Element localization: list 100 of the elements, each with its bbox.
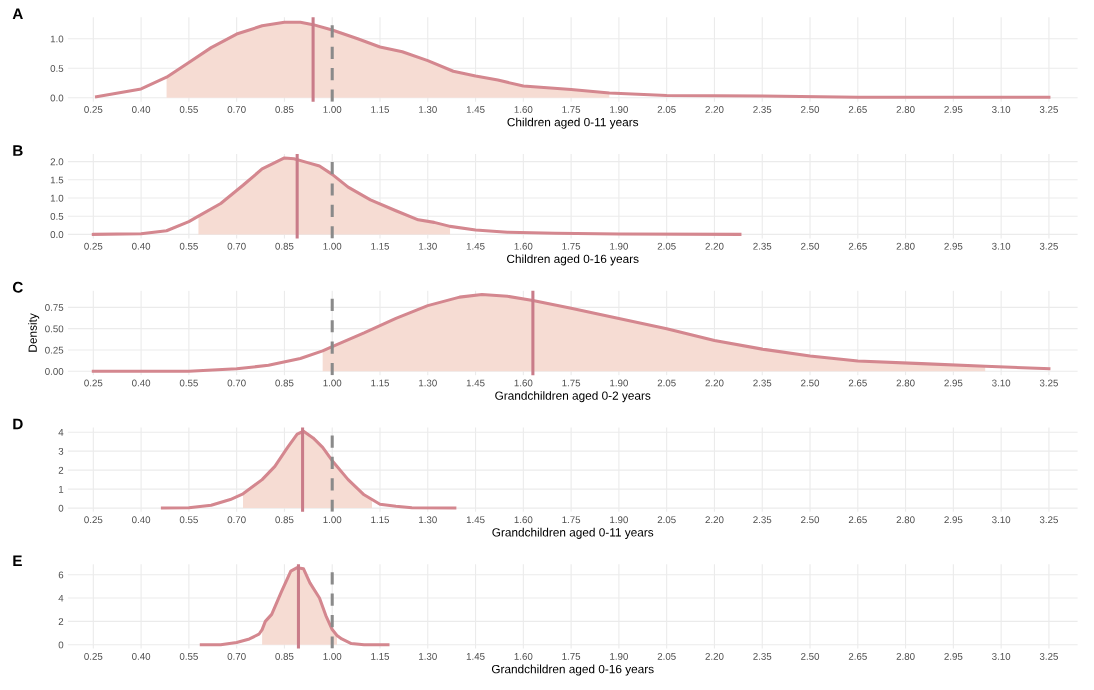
x-tick-label: 3.10 — [992, 653, 1011, 660]
y-tick-label: 1.5 — [50, 176, 64, 184]
y-tick-label: 0.25 — [45, 346, 64, 354]
x-tick-label: 2.80 — [896, 379, 915, 387]
x-tick-label: 1.60 — [514, 106, 533, 113]
x-tick-label: 1.15 — [371, 379, 390, 387]
x-tick-label: 2.35 — [753, 106, 772, 113]
x-tick-label: 2.50 — [801, 106, 820, 113]
x-axis-title: Grandchildren aged 0-16 years — [491, 664, 654, 676]
x-axis-title: Grandchildren aged 0-2 years — [495, 391, 651, 403]
x-tick-label: 0.55 — [179, 242, 198, 250]
x-tick-label: 2.65 — [848, 242, 867, 250]
y-tick-label: 0.5 — [50, 65, 64, 72]
x-tick-label: 1.60 — [514, 516, 533, 524]
x-tick-label: 1.60 — [514, 379, 533, 387]
x-tick-label: 2.05 — [657, 516, 676, 524]
x-tick-label: 2.80 — [896, 242, 915, 250]
y-tick-label: 2 — [58, 466, 64, 474]
x-axis-title: Children aged 0-11 years — [507, 117, 639, 129]
x-tick-label: 0.85 — [275, 106, 294, 113]
x-tick-label: 0.55 — [179, 106, 198, 113]
x-tick-label: 2.35 — [753, 242, 772, 250]
x-tick-label: 2.20 — [705, 516, 724, 524]
x-tick-label: 0.55 — [179, 653, 198, 660]
x-tick-label: 2.50 — [801, 242, 820, 250]
x-tick-label: 0.40 — [132, 379, 151, 387]
x-tick-label: 1.45 — [466, 242, 485, 250]
y-tick-label: 1.0 — [50, 194, 64, 202]
x-tick-label: 2.50 — [801, 379, 820, 387]
x-tick-label: 0.70 — [227, 106, 246, 113]
x-tick-label: 2.65 — [848, 106, 867, 113]
y-tick-label: 0 — [58, 641, 64, 649]
y-axis-title: Density — [28, 313, 40, 352]
y-tick-label: 4 — [58, 429, 64, 436]
x-tick-label: 0.25 — [84, 379, 103, 387]
x-tick-label: 1.30 — [419, 242, 437, 250]
x-tick-label: 0.40 — [132, 106, 151, 113]
x-tick-label: 2.05 — [657, 242, 676, 250]
x-tick-label: 1.15 — [371, 516, 390, 524]
x-tick-label: 3.25 — [1039, 653, 1058, 660]
chart-title: D — [13, 418, 23, 430]
x-tick-label: 0.25 — [84, 106, 103, 113]
x-tick-label: 0.40 — [132, 653, 151, 660]
x-tick-label: 0.25 — [84, 653, 103, 660]
line-series — [94, 20, 1051, 99]
x-tick-label: 1.15 — [371, 242, 390, 250]
x-tick-label: 2.35 — [753, 653, 772, 660]
line-series — [91, 156, 742, 236]
x-tick-label: 2.05 — [657, 653, 676, 660]
x-tick-label: 0.70 — [227, 379, 246, 387]
x-tick-label: 2.80 — [896, 106, 915, 113]
x-tick-label: 2.65 — [848, 516, 867, 524]
line-series — [160, 429, 457, 510]
x-tick-label: 3.10 — [992, 379, 1011, 387]
line-series — [91, 293, 1051, 373]
x-tick-label: 1.30 — [419, 106, 437, 113]
x-tick-label: 1.30 — [419, 379, 437, 387]
y-tick-label: 1.0 — [50, 35, 64, 43]
x-tick-label: 1.90 — [610, 106, 628, 113]
x-tick-label: 1.90 — [610, 653, 628, 660]
x-tick-label: 3.10 — [992, 516, 1011, 524]
x-tick-label: 2.80 — [896, 516, 915, 524]
x-tick-label: 1.45 — [466, 106, 485, 113]
x-tick-label: 0.70 — [227, 242, 246, 250]
x-tick-label: 3.25 — [1039, 106, 1058, 113]
x-tick-label: 3.25 — [1039, 242, 1058, 250]
x-tick-label: 2.95 — [944, 242, 963, 250]
chart-title: B — [13, 145, 23, 156]
x-tick-label: 2.65 — [848, 379, 867, 387]
x-tick-label: 0.85 — [275, 379, 294, 387]
x-tick-label: 2.05 — [657, 379, 676, 387]
chart-title: C — [12, 281, 23, 293]
y-tick-label: 0 — [58, 504, 64, 512]
x-tick-label: 0.40 — [132, 242, 151, 250]
y-tick-label: 3 — [58, 447, 64, 455]
x-tick-label: 1.75 — [562, 106, 581, 113]
x-tick-label: 2.95 — [944, 379, 963, 387]
x-tick-label: 2.20 — [705, 379, 724, 387]
x-tick-label: 0.85 — [275, 653, 294, 660]
x-tick-label: 2.95 — [944, 516, 963, 524]
x-tick-label: 1.60 — [514, 242, 533, 250]
x-tick-label: 2.95 — [944, 106, 963, 113]
chart-title: E — [13, 555, 22, 566]
x-tick-label: 1.75 — [562, 653, 581, 660]
y-tick-label: 4 — [58, 594, 64, 602]
x-tick-label: 1.60 — [514, 653, 533, 660]
x-tick-label: 2.20 — [705, 653, 724, 660]
x-tick-label: 1.15 — [371, 653, 390, 660]
x-tick-label: 0.85 — [275, 516, 294, 524]
x-tick-label: 2.95 — [944, 653, 963, 660]
y-tick-label: 0.75 — [45, 304, 64, 311]
x-tick-label: 0.55 — [179, 516, 198, 524]
x-tick-label: 1.00 — [323, 242, 342, 250]
x-tick-label: 2.35 — [753, 379, 772, 387]
x-tick-label: 0.85 — [275, 242, 294, 250]
x-tick-label: 1.00 — [323, 106, 342, 113]
x-axis-title: Children aged 0-16 years — [507, 254, 639, 266]
x-tick-label: 2.05 — [657, 106, 676, 113]
y-tick-label: 0.00 — [45, 368, 64, 375]
y-tick-label: 0.0 — [50, 94, 64, 102]
